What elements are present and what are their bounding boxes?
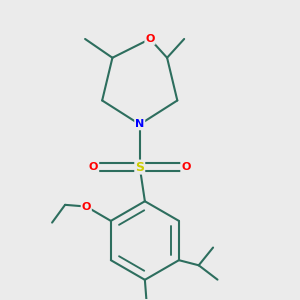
Text: O: O — [82, 202, 91, 212]
Text: O: O — [181, 162, 190, 172]
Text: O: O — [145, 34, 155, 44]
Text: S: S — [135, 160, 144, 174]
Text: O: O — [89, 162, 98, 172]
Text: N: N — [135, 119, 144, 129]
